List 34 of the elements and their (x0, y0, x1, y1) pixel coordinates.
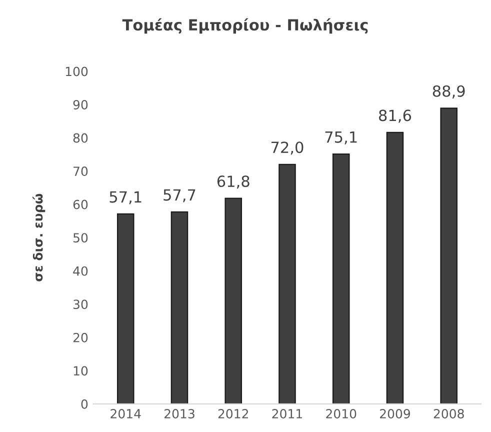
y-axis-title: σε δισ. ευρώ (32, 194, 46, 282)
data-label: 81,6 (379, 110, 412, 123)
data-label: 72,0 (271, 142, 304, 155)
data-label: 61,8 (217, 176, 250, 189)
x-tick-label: 2013 (164, 409, 194, 418)
x-tick-label: 2014 (110, 409, 141, 418)
x-tick-label: 2011 (272, 409, 302, 418)
y-tick-label: 40 (73, 266, 88, 276)
x-tick-label: 2008 (434, 409, 464, 418)
y-tick-label: 20 (73, 332, 88, 342)
bar (386, 132, 404, 404)
data-label: 57,7 (164, 189, 196, 202)
data-label: 88,9 (432, 85, 465, 98)
bar (332, 154, 350, 404)
y-tick-label: 70 (74, 166, 88, 176)
chart-title: Τομέας Εμπορίου - Πωλήσεις (122, 18, 368, 34)
y-tick-label: 50 (73, 233, 88, 243)
y-tick-label: 60 (73, 200, 88, 210)
x-tick-label: 2012 (218, 409, 248, 418)
data-label: 57,1 (110, 191, 142, 204)
bar (224, 198, 242, 404)
bar (116, 213, 134, 404)
x-tick-label: 2009 (380, 409, 410, 418)
y-tick-label: 80 (73, 133, 88, 143)
data-label: 75,1 (325, 131, 357, 144)
y-tick-label: 10 (74, 366, 88, 376)
y-tick-label: 90 (73, 100, 88, 110)
x-tick-label: 2010 (326, 409, 356, 418)
bar (278, 164, 296, 404)
y-tick-label: 30 (73, 300, 88, 310)
y-tick-label: 0 (81, 399, 88, 409)
bar (170, 211, 188, 404)
y-tick-label: 100 (66, 66, 88, 76)
bar (440, 108, 458, 404)
